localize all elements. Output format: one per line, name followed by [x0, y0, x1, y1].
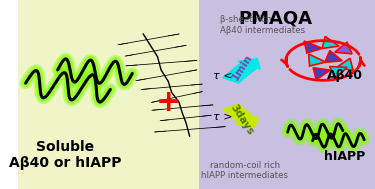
Text: 3days: 3days: [228, 103, 255, 137]
Text: Aβ40: Aβ40: [327, 69, 363, 82]
Polygon shape: [325, 51, 342, 62]
FancyArrow shape: [223, 104, 258, 127]
Text: hIAPP: hIAPP: [324, 149, 365, 163]
Text: +: +: [155, 88, 181, 117]
Text: 1min: 1min: [230, 52, 255, 82]
Text: PMAQA: PMAQA: [238, 9, 312, 27]
Polygon shape: [304, 41, 322, 53]
Text: τ >: τ >: [213, 112, 232, 122]
Polygon shape: [322, 36, 339, 49]
Polygon shape: [313, 68, 330, 80]
Text: β-sheet rich
Aβ40 intermediates: β-sheet rich Aβ40 intermediates: [220, 15, 305, 35]
Text: τ <: τ <: [213, 71, 232, 81]
Bar: [18, 0, 198, 189]
Polygon shape: [330, 67, 347, 78]
Polygon shape: [335, 42, 352, 54]
FancyArrow shape: [223, 59, 260, 83]
Polygon shape: [336, 58, 353, 70]
Bar: [198, 0, 375, 189]
Polygon shape: [309, 54, 326, 66]
Text: random-coil rich
hIAPP intermediates: random-coil rich hIAPP intermediates: [201, 161, 288, 180]
Text: Soluble
Aβ40 or hIAPP: Soluble Aβ40 or hIAPP: [9, 140, 121, 170]
